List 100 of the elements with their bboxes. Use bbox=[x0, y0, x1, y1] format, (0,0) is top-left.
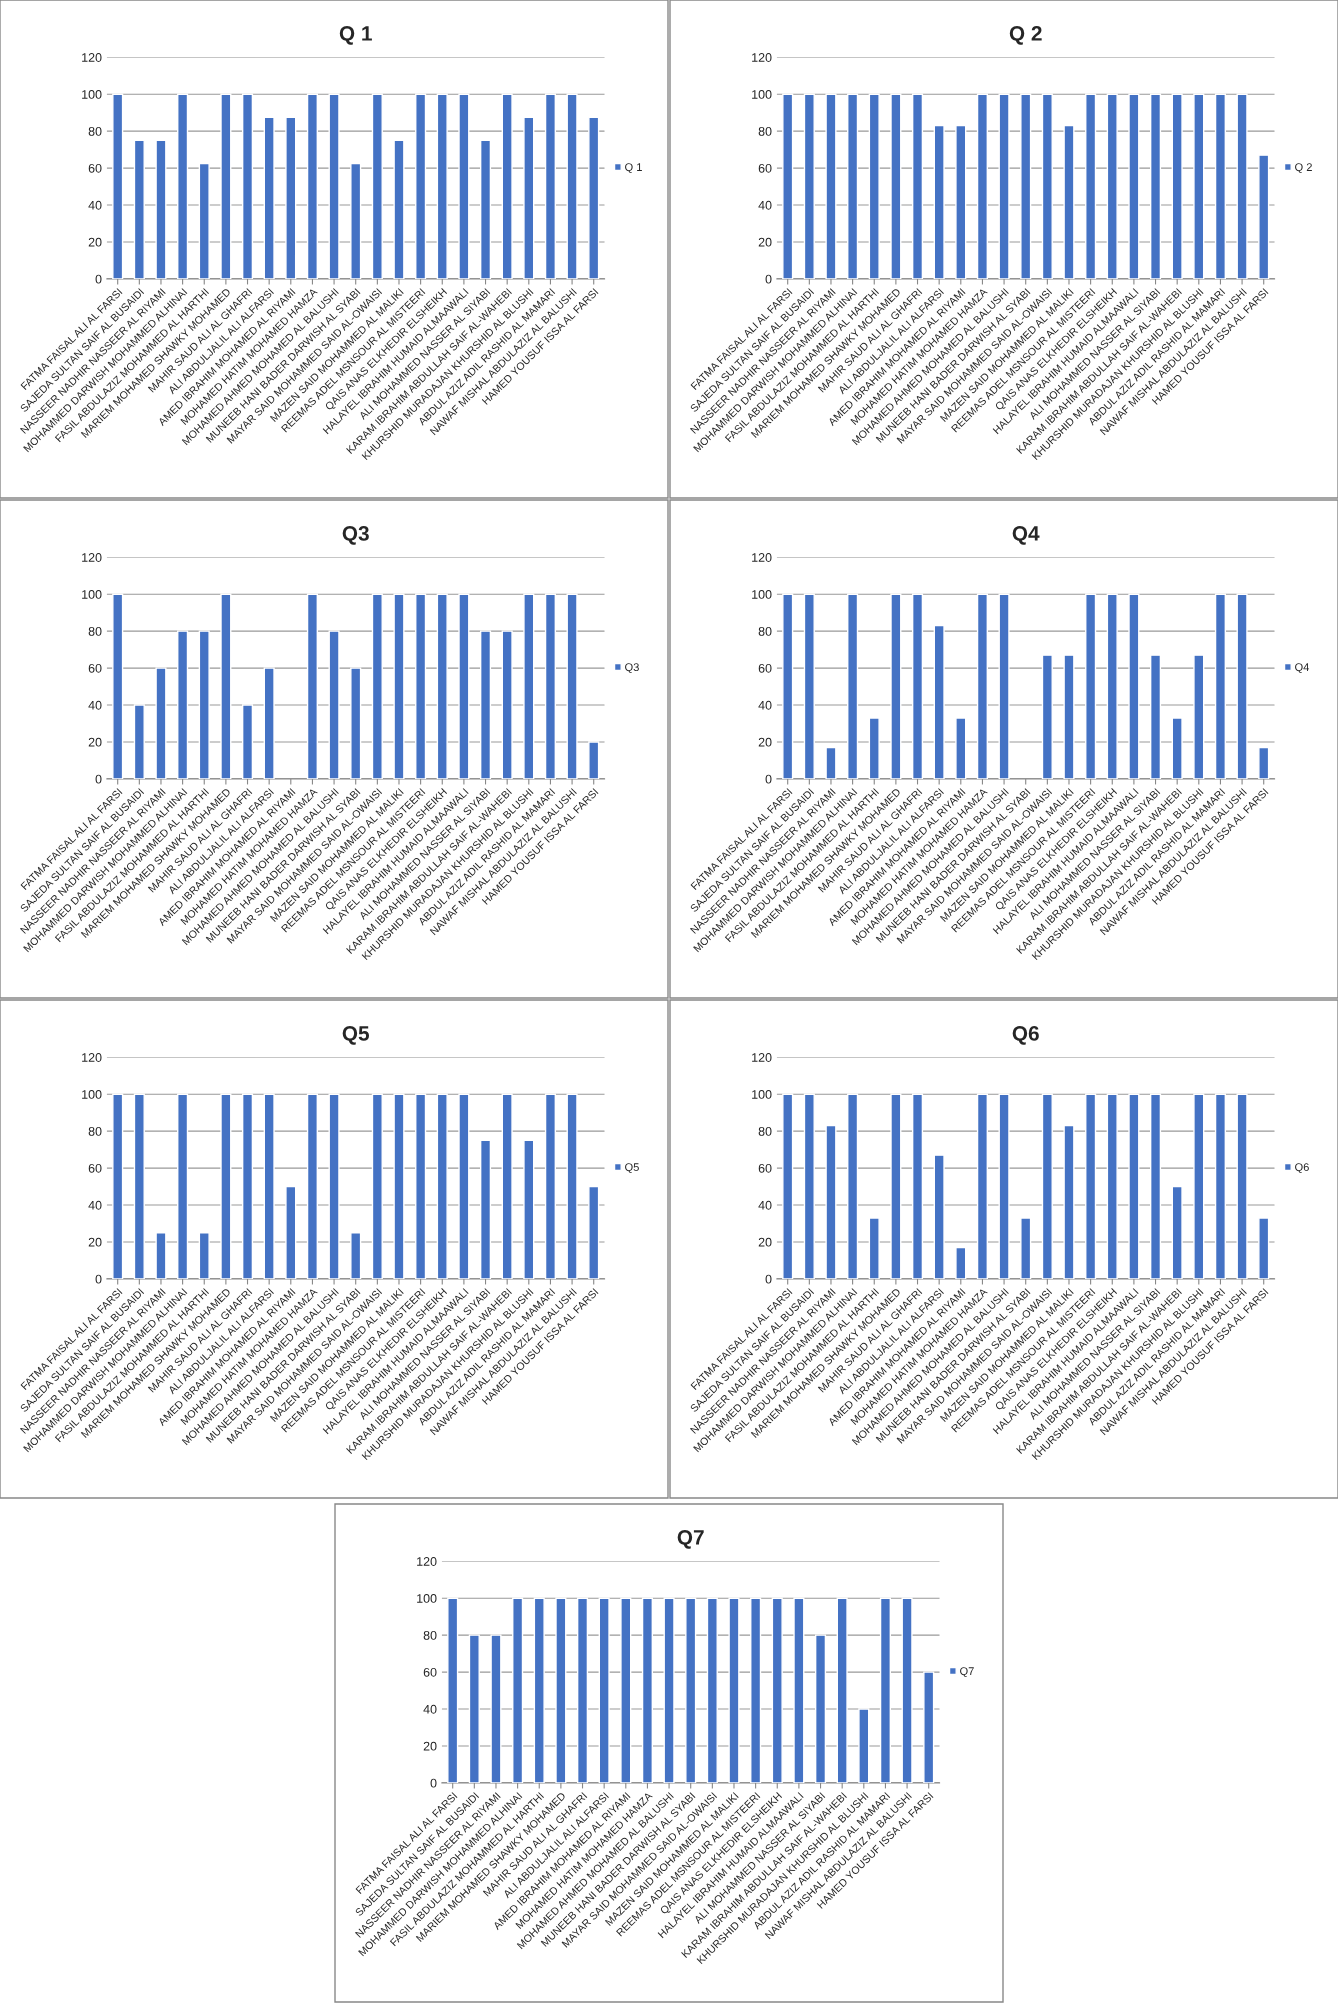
bar bbox=[1193, 93, 1205, 279]
bar bbox=[641, 1597, 653, 1783]
bar bbox=[479, 630, 492, 779]
y-tick-label: 0 bbox=[95, 274, 102, 284]
bar bbox=[436, 1093, 448, 1279]
y-tick-label: 100 bbox=[82, 590, 102, 599]
bar bbox=[858, 1708, 870, 1783]
bar bbox=[198, 630, 210, 779]
y-tick-label: 80 bbox=[758, 626, 772, 636]
bar bbox=[458, 93, 470, 279]
bar bbox=[847, 93, 859, 279]
y-tick-label: 40 bbox=[88, 200, 102, 210]
y-tick-label: 120 bbox=[752, 1053, 772, 1062]
y-tick-label: 80 bbox=[758, 126, 772, 136]
bar bbox=[911, 593, 924, 779]
bar bbox=[220, 93, 232, 279]
y-tick-label: 80 bbox=[88, 126, 102, 136]
bar bbox=[1063, 124, 1075, 279]
bar bbox=[328, 630, 340, 779]
bar bbox=[782, 93, 794, 279]
bar bbox=[306, 593, 318, 779]
bar bbox=[1171, 717, 1183, 779]
bar bbox=[393, 1093, 405, 1279]
bar bbox=[306, 93, 318, 279]
chart-title: Q6 bbox=[1012, 1026, 1039, 1045]
legend-label: Q7 bbox=[960, 1667, 974, 1678]
bar bbox=[112, 593, 124, 779]
bar bbox=[836, 1597, 848, 1783]
bar bbox=[998, 593, 1010, 779]
bar bbox=[1020, 1217, 1032, 1279]
y-tick-label: 100 bbox=[752, 90, 772, 99]
bar bbox=[976, 1093, 988, 1279]
bar bbox=[393, 593, 405, 779]
bar bbox=[847, 593, 859, 779]
y-tick-label: 120 bbox=[752, 53, 772, 62]
bar bbox=[155, 139, 167, 279]
bar bbox=[814, 1634, 827, 1783]
bar bbox=[523, 1139, 535, 1279]
legend-label: Q 2 bbox=[1295, 163, 1312, 174]
bar bbox=[447, 1597, 459, 1783]
y-tick-label: 0 bbox=[765, 774, 772, 784]
bar bbox=[588, 1185, 600, 1279]
y-tick-label: 100 bbox=[82, 1090, 102, 1099]
bar bbox=[685, 1597, 697, 1783]
bar bbox=[198, 1232, 210, 1279]
bar bbox=[803, 1093, 815, 1279]
bar bbox=[436, 93, 448, 279]
y-tick-label: 20 bbox=[88, 237, 102, 247]
bar bbox=[825, 93, 837, 279]
bar bbox=[555, 1597, 567, 1783]
y-tick-label: 40 bbox=[423, 1704, 437, 1714]
bar bbox=[576, 1597, 589, 1783]
bar bbox=[1063, 654, 1075, 779]
bar bbox=[847, 1093, 859, 1279]
bar bbox=[1236, 593, 1248, 779]
bar bbox=[955, 717, 967, 779]
bar bbox=[771, 1597, 783, 1783]
y-tick-label: 100 bbox=[82, 90, 102, 99]
y-tick-label: 80 bbox=[758, 1126, 772, 1136]
bar bbox=[1214, 93, 1227, 279]
bar bbox=[1106, 1093, 1118, 1279]
bar bbox=[241, 1093, 254, 1279]
bar bbox=[955, 1246, 967, 1279]
bar bbox=[241, 704, 254, 779]
bar bbox=[1193, 1093, 1205, 1279]
y-tick-label: 60 bbox=[88, 663, 102, 673]
bar bbox=[1149, 93, 1162, 279]
bar bbox=[133, 1093, 145, 1279]
y-tick-label: 120 bbox=[82, 1053, 102, 1062]
bar bbox=[825, 1124, 837, 1279]
y-tick-label: 40 bbox=[758, 1200, 772, 1210]
bar bbox=[793, 1597, 805, 1783]
bar bbox=[663, 1597, 675, 1783]
bar bbox=[371, 93, 383, 279]
bar bbox=[933, 624, 945, 779]
y-tick-label: 0 bbox=[430, 1778, 437, 1788]
bar bbox=[501, 1093, 513, 1279]
bar bbox=[782, 593, 794, 779]
bar bbox=[468, 1634, 480, 1783]
legend-label: Q6 bbox=[1295, 1163, 1309, 1174]
y-tick-label: 20 bbox=[758, 1237, 772, 1247]
bar bbox=[501, 630, 513, 779]
bar bbox=[1214, 593, 1227, 779]
bar bbox=[782, 1093, 794, 1279]
bar bbox=[177, 93, 189, 279]
bar bbox=[198, 162, 210, 279]
bar bbox=[306, 1093, 318, 1279]
y-tick-label: 20 bbox=[758, 737, 772, 747]
bar bbox=[350, 667, 362, 779]
bar bbox=[566, 593, 578, 779]
bar bbox=[1171, 93, 1183, 279]
legend-label: Q5 bbox=[625, 1163, 639, 1174]
bar bbox=[1214, 1093, 1227, 1279]
y-tick-label: 120 bbox=[82, 53, 102, 62]
bar bbox=[544, 593, 557, 779]
y-tick-label: 20 bbox=[88, 1237, 102, 1247]
bar bbox=[1085, 93, 1097, 279]
y-tick-label: 0 bbox=[95, 774, 102, 784]
y-tick-label: 80 bbox=[88, 626, 102, 636]
bar bbox=[436, 593, 448, 779]
